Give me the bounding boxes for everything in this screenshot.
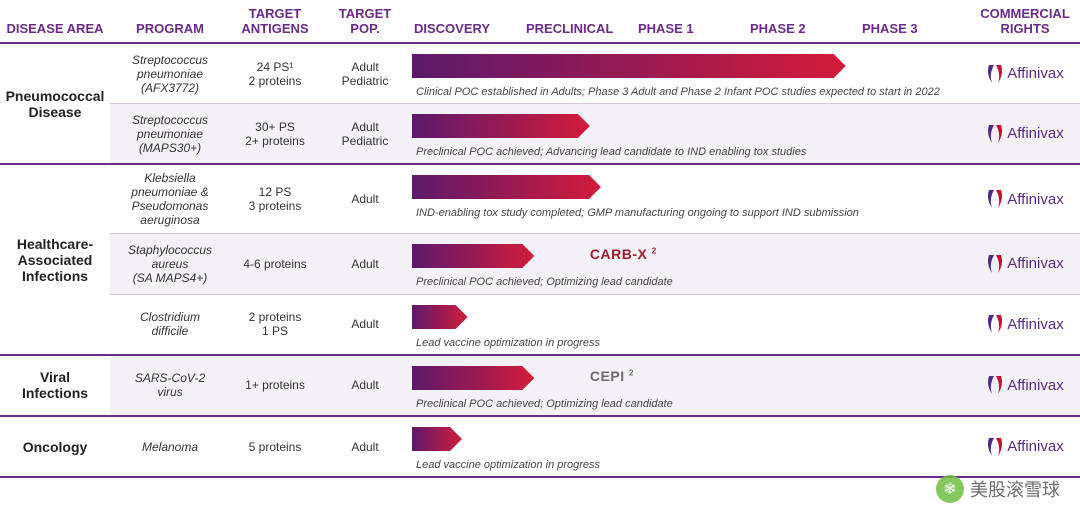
col-header-target-pop: TARGET POP. bbox=[320, 0, 410, 44]
affinivax-logo: Affinivax bbox=[986, 188, 1063, 210]
phase-header-2: PHASE 1 bbox=[634, 0, 746, 42]
commercial-rights-cell: Affinivax bbox=[970, 104, 1080, 165]
disease-area-cell: Viral Infections bbox=[0, 356, 110, 417]
affinivax-logo: Affinivax bbox=[986, 123, 1063, 145]
phase-header-1: PRECLINICAL bbox=[522, 0, 634, 42]
col-header-target-antigens: TARGET ANTIGENS bbox=[230, 0, 320, 44]
commercial-rights-cell: Affinivax bbox=[970, 234, 1080, 294]
phase-header-3: PHASE 2 bbox=[746, 0, 858, 42]
commercial-rights-cell: Affinivax bbox=[970, 356, 1080, 417]
program-cell: SARS-CoV-2virus bbox=[110, 356, 230, 417]
bar-caption: Preclinical POC achieved; Optimizing lea… bbox=[412, 398, 968, 411]
progress-bar-cell: Preclinical POC achieved; Advancing lead… bbox=[410, 104, 970, 165]
target-pop-cell: Adult bbox=[320, 295, 410, 356]
target-antigens-cell: 2 proteins1 PS bbox=[230, 295, 320, 356]
target-antigens-cell: 24 PS¹2 proteins bbox=[230, 44, 320, 104]
progress-bar bbox=[412, 244, 534, 268]
progress-bar-cell: Lead vaccine optimization in progress bbox=[410, 417, 970, 478]
col-header-disease-area: DISEASE AREA bbox=[0, 0, 110, 44]
program-cell: Streptococcuspneumoniae(AFX3772) bbox=[110, 44, 230, 104]
target-pop-cell: Adult bbox=[320, 356, 410, 417]
progress-bar-cell: Clinical POC established in Adults; Phas… bbox=[410, 44, 970, 104]
progress-bar-cell: IND-enabling tox study completed; GMP ma… bbox=[410, 165, 970, 234]
progress-bar bbox=[412, 305, 468, 329]
program-cell: Klebsiellapneumoniae &Pseudomonasaerugin… bbox=[110, 165, 230, 234]
progress-bar bbox=[412, 114, 590, 138]
bar-caption: IND-enabling tox study completed; GMP ma… bbox=[412, 207, 968, 220]
bar-caption: Clinical POC established in Adults; Phas… bbox=[412, 86, 968, 99]
col-header-phases: DISCOVERYPRECLINICALPHASE 1PHASE 2PHASE … bbox=[410, 0, 970, 44]
progress-bar-cell: Lead vaccine optimization in progress bbox=[410, 295, 970, 356]
watermark-text: 美股滚雪球 bbox=[970, 476, 1060, 502]
commercial-rights-cell: Affinivax bbox=[970, 165, 1080, 234]
commercial-rights-cell: Affinivax bbox=[970, 295, 1080, 356]
bar-caption: Lead vaccine optimization in progress bbox=[412, 337, 968, 350]
progress-bar bbox=[412, 175, 601, 199]
col-header-program: PROGRAM bbox=[110, 0, 230, 44]
affinivax-logo: Affinivax bbox=[986, 436, 1063, 458]
disease-area-cell: Healthcare-Associated Infections bbox=[0, 165, 110, 355]
progress-bar bbox=[412, 54, 846, 78]
bar-overlay-label: CARB-X 2 bbox=[590, 246, 657, 262]
target-antigens-cell: 4-6 proteins bbox=[230, 234, 320, 294]
disease-area-cell: Oncology bbox=[0, 417, 110, 478]
watermark: ❄ 美股滚雪球 bbox=[936, 475, 1060, 503]
target-antigens-cell: 30+ PS2+ proteins bbox=[230, 104, 320, 165]
bar-caption: Lead vaccine optimization in progress bbox=[412, 459, 968, 472]
affinivax-logo: Affinivax bbox=[986, 374, 1063, 396]
disease-area-cell: Pneumococcal Disease bbox=[0, 44, 110, 165]
affinivax-logo: Affinivax bbox=[986, 63, 1063, 85]
progress-bar-cell: CEPI 2 Preclinical POC achieved; Optimizi… bbox=[410, 356, 970, 417]
target-antigens-cell: 1+ proteins bbox=[230, 356, 320, 417]
affinivax-logo: Affinivax bbox=[986, 313, 1063, 335]
program-cell: Staphylococcusaureus(SA MAPS4+) bbox=[110, 234, 230, 294]
program-cell: Melanoma bbox=[110, 417, 230, 478]
commercial-rights-cell: Affinivax bbox=[970, 44, 1080, 104]
phase-header-0: DISCOVERY bbox=[410, 0, 522, 42]
target-pop-cell: AdultPediatric bbox=[320, 44, 410, 104]
program-cell: Clostridiumdifficile bbox=[110, 295, 230, 356]
bar-overlay-label: CEPI 2 bbox=[590, 368, 634, 384]
target-pop-cell: AdultPediatric bbox=[320, 104, 410, 165]
progress-bar bbox=[412, 427, 462, 451]
program-cell: Streptococcuspneumoniae(MAPS30+) bbox=[110, 104, 230, 165]
col-header-commercial-rights: COMMERCIAL RIGHTS bbox=[970, 0, 1080, 44]
progress-bar-cell: CARB-X 2 Preclinical POC achieved; Optimi… bbox=[410, 234, 970, 294]
bar-caption: Preclinical POC achieved; Optimizing lea… bbox=[412, 276, 968, 289]
watermark-icon: ❄ bbox=[936, 475, 964, 503]
target-pop-cell: Adult bbox=[320, 234, 410, 294]
target-pop-cell: Adult bbox=[320, 417, 410, 478]
target-antigens-cell: 5 proteins bbox=[230, 417, 320, 478]
target-pop-cell: Adult bbox=[320, 165, 410, 234]
target-antigens-cell: 12 PS3 proteins bbox=[230, 165, 320, 234]
affinivax-logo: Affinivax bbox=[986, 253, 1063, 275]
pipeline-table: DISEASE AREAPROGRAMTARGET ANTIGENSTARGET… bbox=[0, 0, 1080, 478]
phase-header-4: PHASE 3 bbox=[858, 0, 970, 42]
commercial-rights-cell: Affinivax bbox=[970, 417, 1080, 478]
progress-bar bbox=[412, 366, 534, 390]
bar-caption: Preclinical POC achieved; Advancing lead… bbox=[412, 146, 968, 159]
